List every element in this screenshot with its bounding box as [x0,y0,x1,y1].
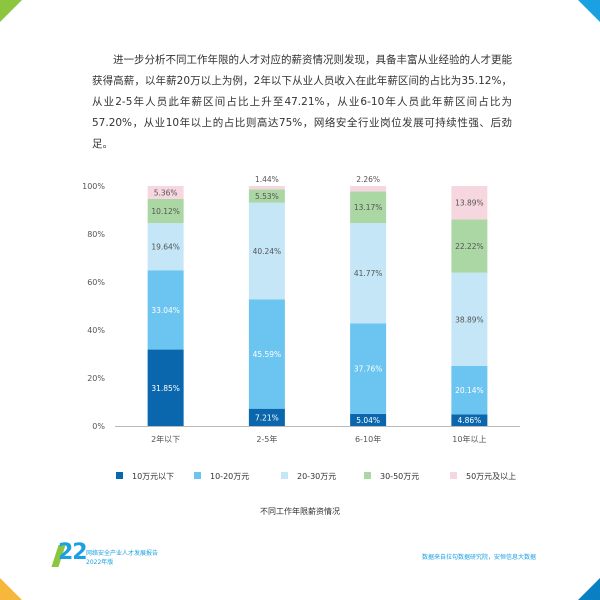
bar-segment [147,349,184,426]
corner-decoration-bottom-left [0,578,22,600]
legend-swatch [116,472,123,479]
bar-segment [451,219,488,273]
intro-paragraph: 进一步分析不同工作年限的人才对应的薪资情况则发现，具备丰富从业经验的人才更能获得… [92,54,512,150]
bar-value-label: 33.04% [151,306,180,315]
chart-title: 不同工作年限薪资情况 [260,507,340,516]
bar-value-label: 5.04% [356,416,380,425]
bar-segment [350,413,387,426]
bar-segment [147,198,184,224]
y-tick-label: 100% [82,182,105,191]
corner-decoration-bottom-right [578,578,600,600]
corner-decoration-top-left [0,0,22,22]
legend-label: 20-30万元 [297,472,336,481]
bars: 31.85% 33.04% 19.64% 10.12% 5.36% 7.21% 45.59%… [147,175,488,426]
y-tick-label: 20% [87,374,105,383]
bar-value-label: 38.89% [455,315,484,324]
bar-value-label: 19.64% [151,243,180,252]
bar-segment [147,185,184,199]
legend-swatch [364,472,371,479]
x-tick-label: 10年以上 [452,434,486,444]
x-tick-label: 2-5年 [256,434,277,444]
legend-label: 10-20万元 [210,472,249,481]
page-number: 22 [58,540,88,565]
bar-segment [248,185,285,190]
bar-segment [147,270,184,350]
y-tick-label: 80% [87,230,105,239]
bar-value-label: 4.86% [457,416,481,425]
y-axis: 0% 20% 40% 60% 80% 100% [82,182,520,431]
report-title: 网络安全产业人才发展报告 [86,550,159,557]
x-tick-label: 6-10年 [355,434,381,444]
bar-segment [248,189,285,203]
bar-value-label: 5.53% [255,192,279,201]
bar-value-label: 22.22% [455,242,484,251]
bar-value-label: 37.76% [354,365,383,374]
stacked-bar-chart: 0% 20% 40% 60% 80% 100% 31.85% 33.04% 19.64% 10.… [82,175,520,481]
legend-label: 10万元以下 [132,472,174,481]
x-tick-label: 2年以下 [151,434,180,444]
bar-value-label: 31.85% [151,384,180,393]
y-tick-label: 40% [87,326,105,335]
legend-label: 50万元及以上 [466,472,516,481]
bar-segment [350,323,387,414]
bar-segment [248,408,285,426]
bar-value-label: 40.24% [253,247,282,256]
bar-segment [451,272,488,366]
bar-segment [248,202,285,300]
y-tick-label: 60% [87,278,105,287]
bar-segment [451,366,488,415]
legend-swatch [194,472,201,479]
bar-value-label: 41.77% [354,269,383,278]
legend-label: 30-50万元 [380,472,419,481]
bar-value-label: 20.14% [455,386,484,395]
data-source: 数据来自拉勾数据研究院，安恒信息大数据 [421,554,536,561]
bar-value-label: 45.59% [253,350,282,359]
corner-decoration-top-right [578,0,600,22]
y-tick-label: 0% [92,422,105,431]
bar-segment [451,414,488,426]
bar-value-label: 13.17% [354,203,383,212]
legend: 10万元以下 10-20万元 20-30万元 30-50万元 50万元及以上 [116,472,516,481]
bar-value-label: 2.26% [356,175,380,184]
x-axis: 2年以下 2-5年 6-10年 10年以上 [151,434,486,444]
bar-segment [147,223,184,271]
bar-segment [248,299,285,409]
report-year: 2022年版 [86,559,114,566]
bar-value-label: 10.12% [151,207,180,216]
bar-value-label: 5.36% [154,188,178,197]
bar-segment [451,186,488,220]
bar-value-label: 13.89% [455,199,484,208]
bar-segment [350,186,387,192]
bar-segment [350,223,387,324]
legend-swatch [281,472,288,479]
bar-value-label: 7.21% [255,413,279,422]
bar-segment [350,191,387,224]
bar-value-label: 1.44% [255,175,279,184]
legend-swatch [450,472,457,479]
